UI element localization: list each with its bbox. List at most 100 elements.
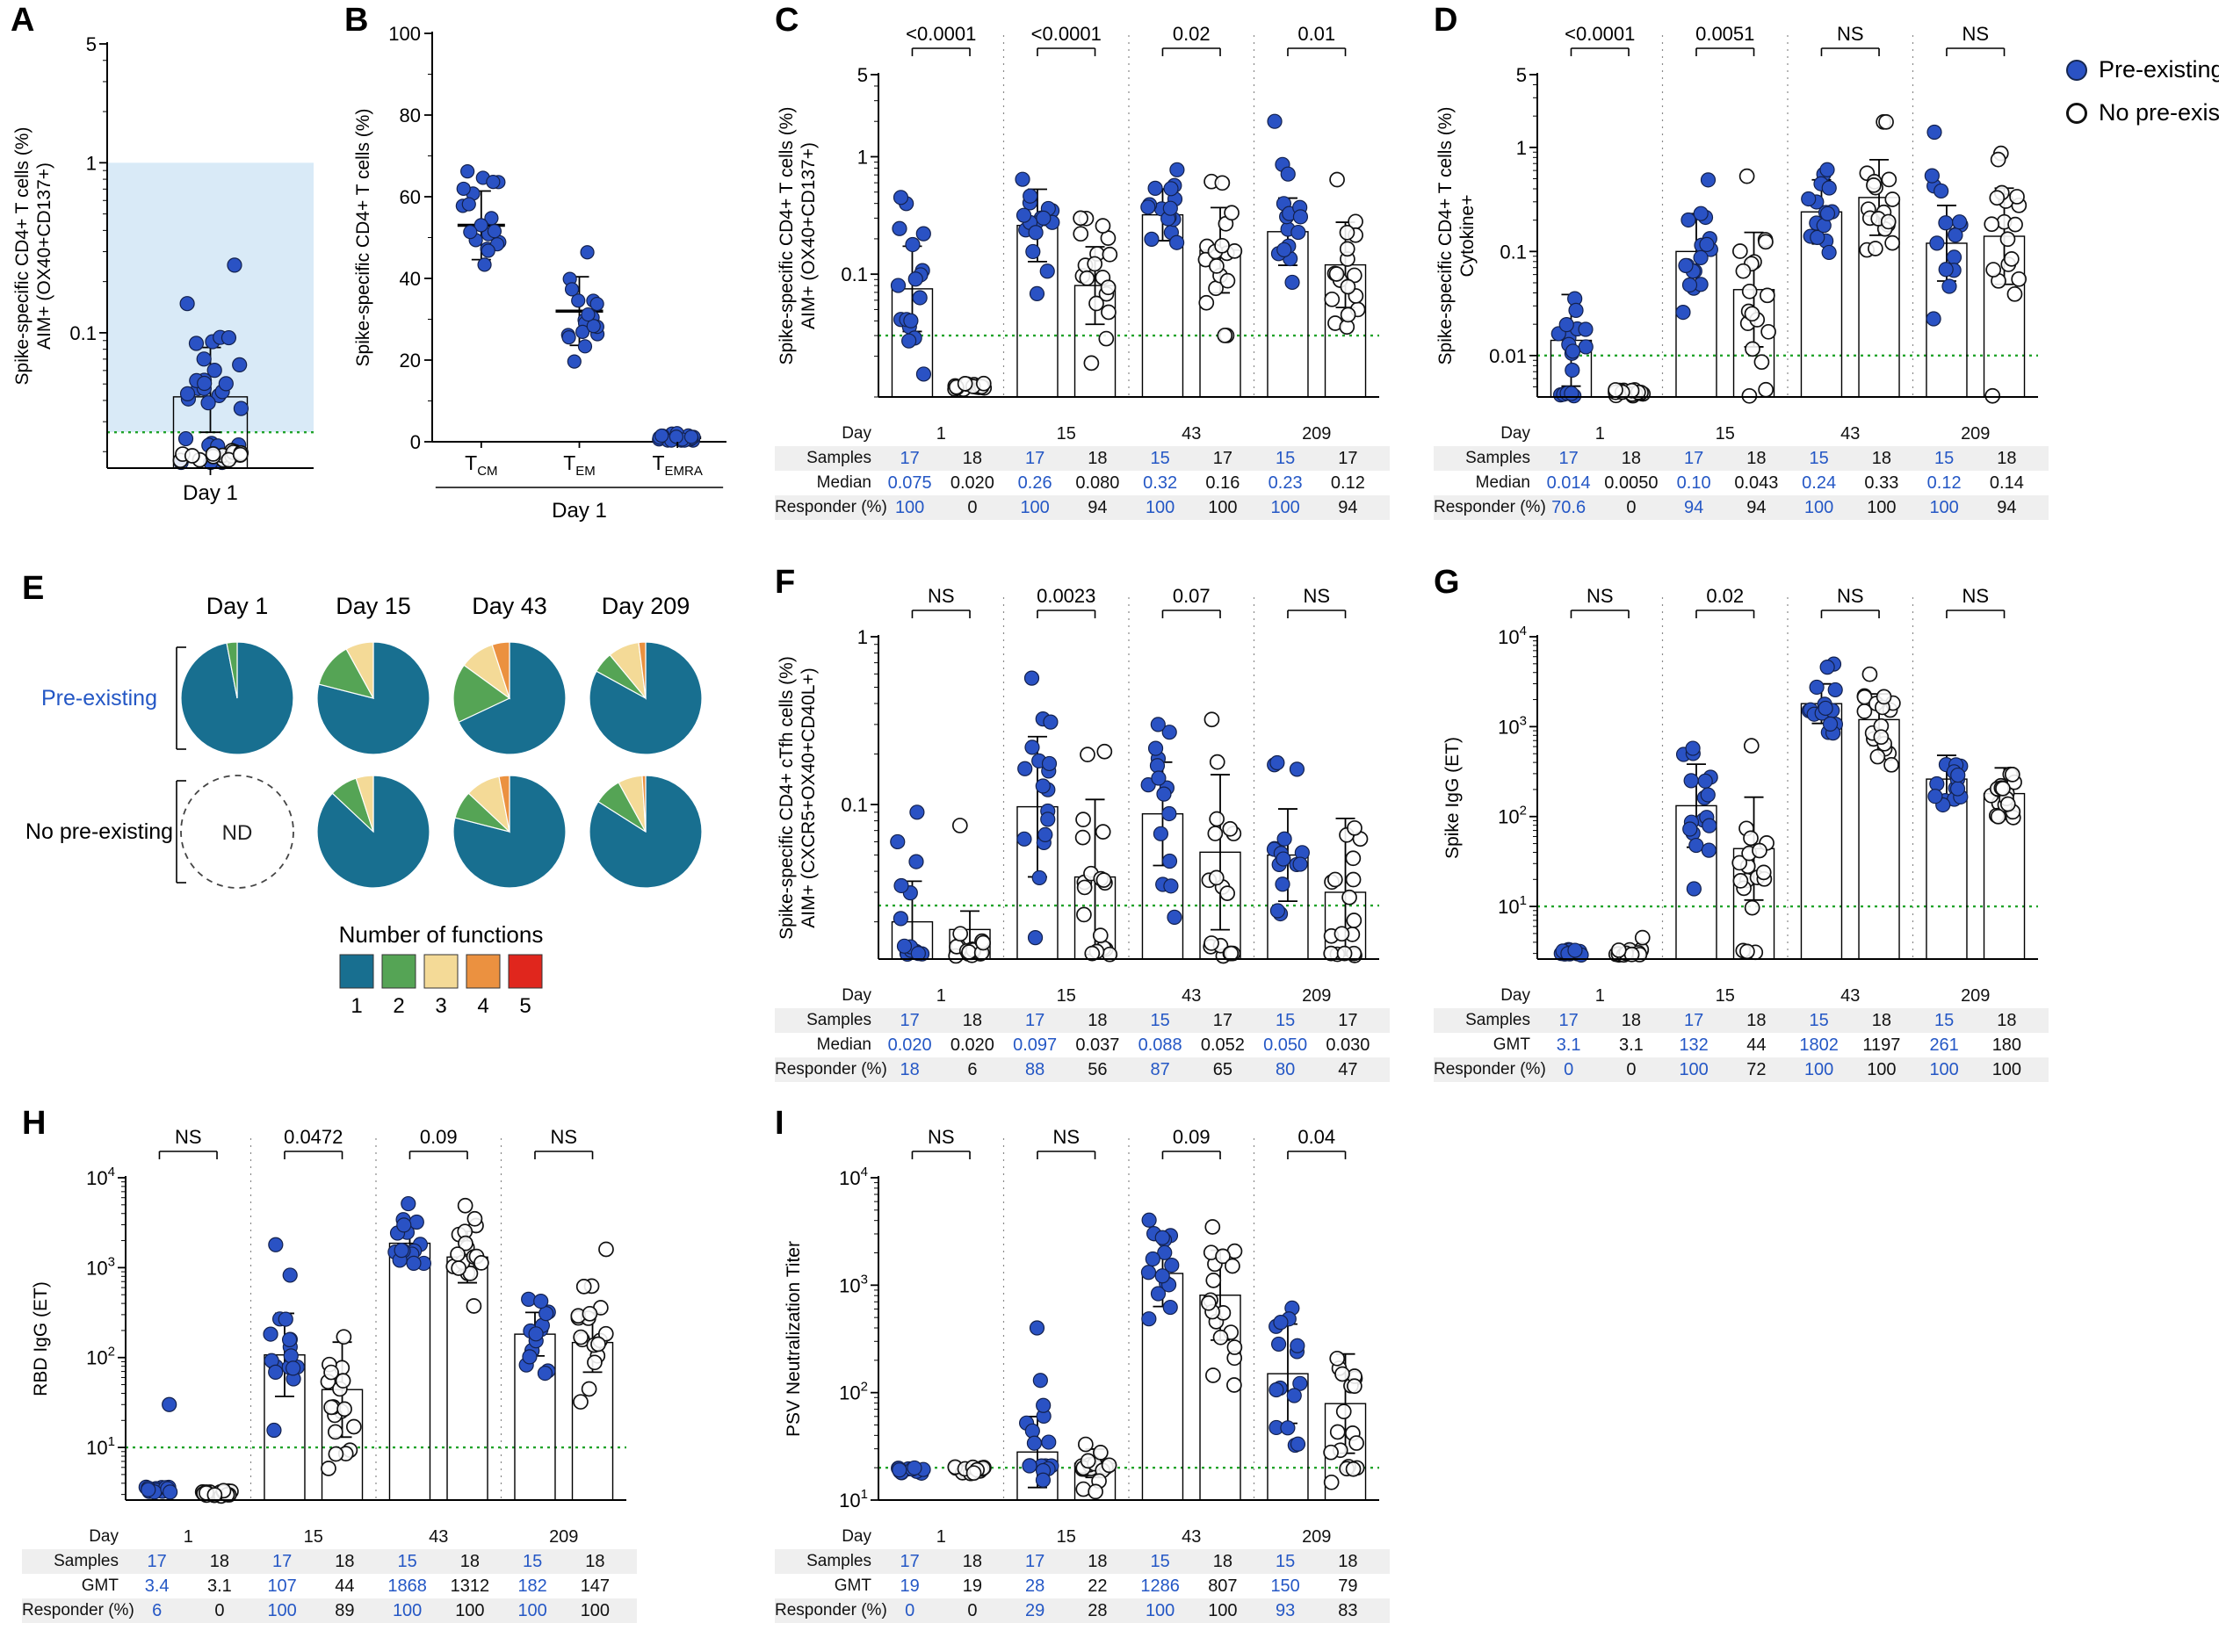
point-pre-existing [1675, 305, 1691, 321]
table-cell: 100 [894, 497, 925, 517]
table-cell: 0.020 [950, 473, 994, 493]
point-no-pre-existing [1098, 330, 1115, 347]
point-pre-existing [893, 877, 909, 894]
point-pre-existing [1016, 207, 1032, 223]
point-no-pre-existing [1226, 1377, 1242, 1393]
point-no-pre-existing [335, 1373, 351, 1389]
point-pre-existing [1026, 1435, 1043, 1451]
table-cell: 15 [397, 1551, 417, 1571]
no-pre-existing-circle-icon [2066, 102, 2087, 124]
table-cell: 19 [900, 1576, 920, 1596]
point-no-pre-existing [1731, 243, 1748, 259]
point-pre-existing [1163, 878, 1179, 894]
point-pre-existing [1147, 180, 1163, 196]
table-row: Median 0.014 0.0050 0.10 0.043 0.24 0.33 0.12 0.… [1434, 471, 2049, 495]
pvalue-label: 0.0023 [1037, 585, 1095, 607]
point-pre-existing [1818, 700, 1833, 717]
point-pre-existing [1565, 362, 1580, 379]
point-pre-existing [477, 257, 492, 272]
y-axis-label: Spike-specific CD4+ T cells (%) [1435, 107, 1456, 365]
point-no-pre-existing [1219, 272, 1236, 289]
point-no-pre-existing [975, 934, 992, 951]
point-pre-existing [890, 278, 907, 293]
point-no-pre-existing [1752, 842, 1767, 859]
point-no-pre-existing [1076, 906, 1092, 923]
panel-g-plot: NS 0.02 NS NS 104 103 102 101 Spike IgG (ET) [1442, 585, 2038, 963]
summary-bar [388, 1242, 431, 1501]
point-no-pre-existing [1209, 754, 1225, 770]
table-row-label: Responder (%) [775, 498, 887, 516]
table-cell: 0.020 [887, 1035, 932, 1055]
point-no-pre-existing [1207, 826, 1224, 841]
point-pre-existing [669, 429, 683, 444]
point-no-pre-existing [1346, 913, 1362, 928]
point-pre-existing [1948, 227, 1963, 243]
table-cell: 87 [1150, 1059, 1170, 1079]
point-pre-existing [401, 1195, 416, 1212]
pvalue-label: 0.0051 [1695, 23, 1754, 45]
table-cell: 17 [1212, 1010, 1232, 1030]
table-cell: 0 [1564, 1059, 1574, 1079]
point-no-pre-existing [1735, 263, 1752, 279]
point-no-pre-existing [1329, 1424, 1346, 1440]
functions-legend-title: Number of functions [339, 921, 544, 948]
pvalue-label: NS [1837, 585, 1864, 607]
point-pre-existing [1924, 168, 1940, 184]
point-pre-existing [1821, 244, 1837, 261]
table-row: GMT 3.1 3.1 132 44 1802 1197 261 180 [1434, 1033, 2049, 1057]
point-pre-existing [1161, 725, 1177, 740]
table-cell: 17 [900, 1551, 920, 1571]
point-no-pre-existing [1203, 711, 1220, 728]
table-cell: 18 [459, 1551, 480, 1571]
point-no-pre-existing [1084, 945, 1101, 962]
pie-slice [345, 641, 374, 699]
point-pre-existing [1039, 263, 1055, 279]
table-row-label: Day [89, 1527, 119, 1546]
point-pre-existing [567, 354, 582, 369]
table-cell: 17 [272, 1551, 293, 1571]
table-cell: 0.050 [1263, 1035, 1308, 1055]
point-no-pre-existing [1345, 850, 1362, 867]
point-no-pre-existing [2006, 285, 2023, 302]
table-day-row: Day 1 15 43 209 [1434, 422, 2049, 446]
table-cell: 15 [1934, 448, 1955, 468]
summary-bar [446, 1256, 488, 1501]
point-pre-existing [1267, 113, 1283, 129]
point-pre-existing [1929, 235, 1945, 251]
table-cell: 100 [1270, 497, 1300, 517]
table-cell: 18 [335, 1551, 355, 1571]
panel-d-stats-table: Day 1 15 43 209 Samples 17 18 17 18 15 18 15 18 Median… [1434, 422, 2049, 520]
table-cell: 0.12 [1330, 473, 1365, 493]
x-tick-label: Day 1 [183, 481, 238, 505]
pvalue-label: NS [928, 585, 955, 607]
point-pre-existing [908, 854, 924, 869]
point-pre-existing [1567, 942, 1583, 958]
table-cell: 3.1 [206, 1576, 232, 1596]
point-pre-existing [893, 190, 909, 206]
table-cell: 18 [1871, 448, 1891, 468]
table-row: Samples 17 18 17 18 15 18 15 18 [775, 1549, 1390, 1574]
point-pre-existing [1290, 224, 1306, 241]
table-cell: 15 [1276, 1551, 1296, 1571]
point-no-pre-existing [1080, 1453, 1096, 1469]
table-cell: 100 [580, 1600, 611, 1620]
table-cell: 0.052 [1200, 1035, 1245, 1055]
point-pre-existing [1162, 1299, 1178, 1316]
y-axis-label: AIM+ (CXCR5+OX40+CD40L+) [799, 667, 819, 927]
point-no-pre-existing [1079, 270, 1095, 286]
pvalue-label: <0.0001 [1565, 23, 1635, 45]
table-cell: 15 [1056, 423, 1076, 444]
pie-slice [491, 641, 510, 699]
point-pre-existing [1029, 1320, 1045, 1336]
y-tick-label: 103 [839, 1272, 868, 1296]
point-pre-existing [893, 911, 908, 927]
point-no-pre-existing [1760, 323, 1776, 340]
point-no-pre-existing [1984, 216, 2000, 233]
point-no-pre-existing [1101, 304, 1117, 321]
point-pre-existing [1821, 180, 1837, 196]
table-cell: 17 [900, 448, 920, 468]
point-pre-existing [220, 329, 237, 346]
table-cell: 17 [1338, 448, 1358, 468]
panel-h-plot: NS 0.0472 0.09 NS 104 103 102 101 RBD IgG (ET) [31, 1126, 626, 1504]
table-row-label: Samples [806, 1552, 871, 1570]
